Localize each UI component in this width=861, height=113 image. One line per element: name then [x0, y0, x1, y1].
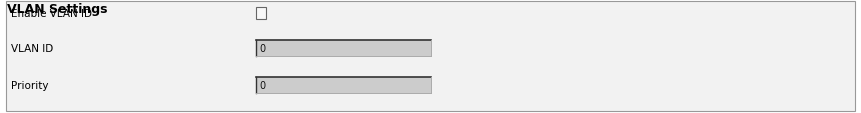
- Bar: [256, 77, 431, 94]
- Text: Priority: Priority: [11, 81, 48, 90]
- Bar: [256, 40, 431, 56]
- Text: VLAN Settings: VLAN Settings: [7, 3, 108, 16]
- Text: Enable VLAN ID: Enable VLAN ID: [11, 9, 92, 19]
- Text: 0: 0: [259, 43, 265, 53]
- Text: 0: 0: [259, 81, 265, 90]
- Bar: [256, 8, 266, 19]
- Text: VLAN ID: VLAN ID: [11, 43, 53, 53]
